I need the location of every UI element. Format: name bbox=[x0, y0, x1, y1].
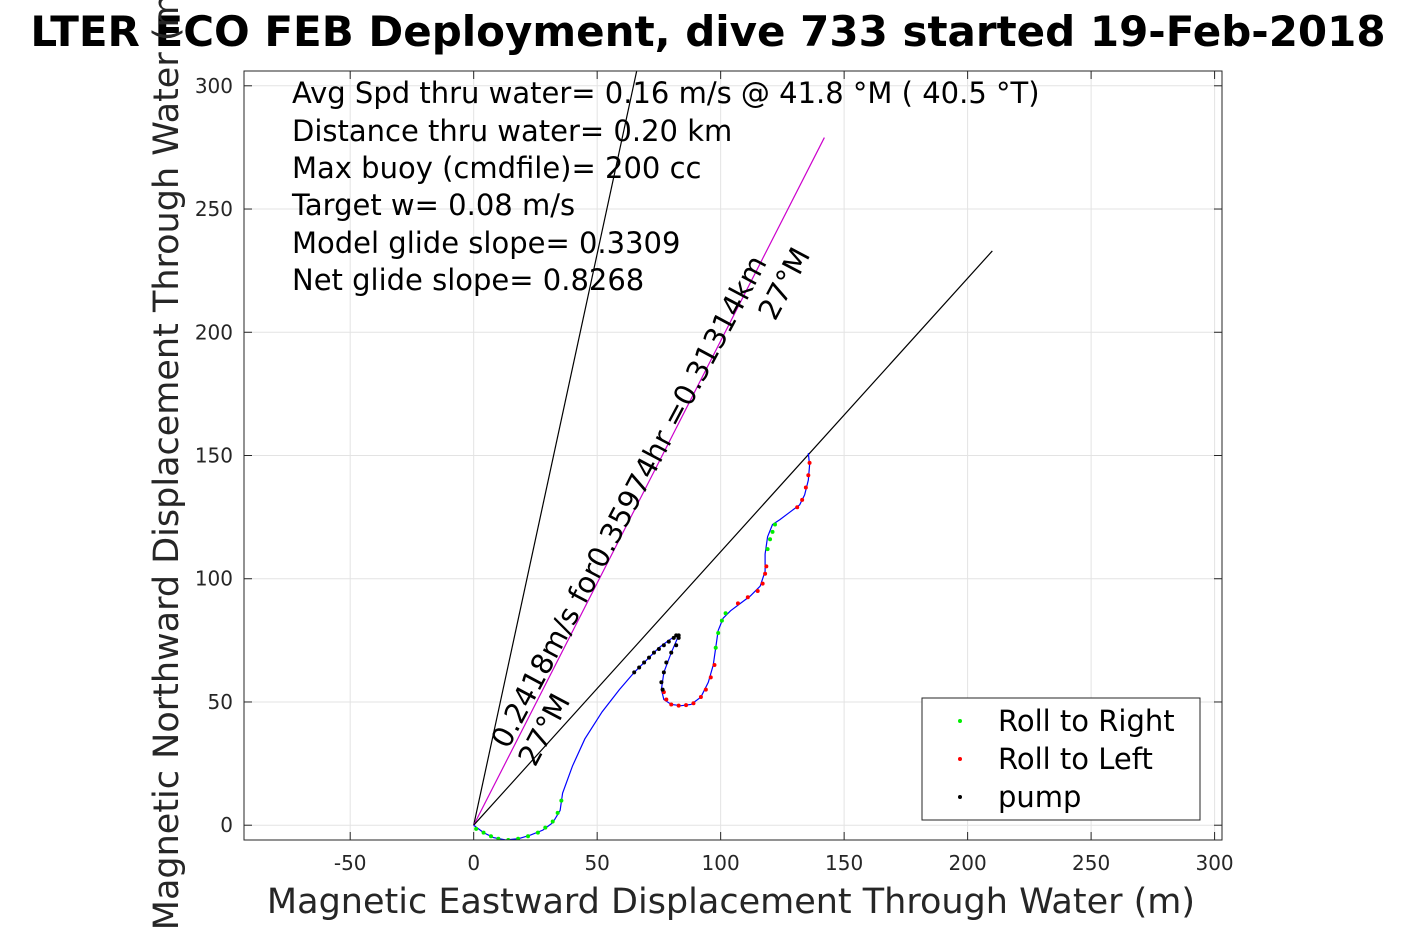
marker-roll-to-left-18 bbox=[803, 485, 808, 490]
marker-pump-2 bbox=[642, 660, 647, 665]
marker-roll-to-right-19 bbox=[772, 522, 777, 527]
marker-roll-to-right-1 bbox=[481, 830, 486, 835]
marker-pump-16 bbox=[659, 680, 664, 685]
marker-roll-to-left-2 bbox=[669, 702, 674, 707]
legend-marker-pump bbox=[958, 795, 962, 799]
marker-roll-to-right-7 bbox=[535, 830, 540, 835]
marker-roll-to-left-15 bbox=[764, 564, 769, 569]
info-line-distance: Distance thru water= 0.20 km bbox=[292, 114, 732, 148]
marker-pump-3 bbox=[647, 655, 652, 660]
y-tick-label-5: 250 bbox=[195, 197, 233, 221]
reference-line-2 bbox=[473, 250, 993, 826]
marker-roll-to-left-16 bbox=[795, 505, 800, 510]
marker-pump-6 bbox=[661, 643, 666, 648]
y-tick-label-0: 0 bbox=[220, 813, 233, 837]
marker-roll-to-right-5 bbox=[516, 836, 521, 840]
marker-roll-to-right-9 bbox=[550, 819, 555, 824]
legend-marker-roll-left bbox=[958, 757, 962, 761]
x-tick-label-0: -50 bbox=[334, 851, 367, 875]
marker-roll-to-right-12 bbox=[713, 645, 718, 650]
info-line-max-buoy: Max buoy (cmdfile)= 200 cc bbox=[292, 151, 701, 185]
marker-pump-15 bbox=[661, 670, 666, 675]
marker-roll-to-right-14 bbox=[719, 618, 724, 623]
x-tick-label-2: 50 bbox=[584, 851, 609, 875]
y-tick-label-1: 50 bbox=[208, 690, 233, 714]
marker-pump-0 bbox=[632, 670, 637, 675]
x-tick-label-3: 100 bbox=[702, 851, 740, 875]
legend-label-roll-right: Roll to Right bbox=[998, 704, 1175, 738]
info-line-target-w: Target w= 0.08 m/s bbox=[291, 188, 575, 222]
marker-roll-to-right-0 bbox=[474, 826, 479, 831]
reference-line-1 bbox=[473, 137, 825, 826]
marker-roll-to-left-17 bbox=[800, 497, 805, 502]
y-tick-label-4: 200 bbox=[195, 320, 233, 344]
legend: Roll to Right Roll to Left pump bbox=[921, 697, 1201, 821]
marker-pump-13 bbox=[669, 650, 674, 655]
marker-roll-to-left-8 bbox=[708, 675, 713, 680]
marker-roll-to-right-3 bbox=[496, 836, 501, 840]
marker-roll-to-left-13 bbox=[760, 581, 765, 586]
reference-lines bbox=[473, 71, 993, 826]
marker-roll-to-right-15 bbox=[723, 611, 728, 616]
marker-roll-to-left-19 bbox=[806, 473, 811, 478]
marker-roll-to-left-10 bbox=[735, 601, 740, 606]
marker-pump-1 bbox=[637, 665, 642, 670]
marker-pump-11 bbox=[676, 635, 681, 640]
legend-label-pump: pump bbox=[998, 780, 1081, 814]
marker-roll-to-left-9 bbox=[712, 663, 717, 668]
marker-roll-to-left-20 bbox=[807, 460, 812, 465]
marker-roll-to-right-18 bbox=[770, 529, 775, 534]
x-tick-label-4: 150 bbox=[825, 851, 863, 875]
x-tick-label-7: 300 bbox=[1195, 851, 1233, 875]
axis-ticks: -50 0 50 100 150 200 250 300 0 50 100 150 200 250 300 bbox=[195, 71, 1234, 875]
legend-box bbox=[921, 697, 1201, 821]
marker-roll-to-right-16 bbox=[765, 547, 770, 552]
x-tick-label-5: 200 bbox=[949, 851, 987, 875]
x-tick-label-1: 0 bbox=[467, 851, 480, 875]
chart-title: LTER ECO FEB Deployment, dive 733 starte… bbox=[30, 7, 1385, 56]
marker-roll-to-right-13 bbox=[716, 630, 721, 635]
legend-marker-roll-right bbox=[958, 719, 962, 723]
marker-roll-to-right-10 bbox=[555, 810, 560, 815]
marker-roll-to-left-5 bbox=[691, 701, 696, 706]
track-markers bbox=[474, 460, 812, 840]
info-text-block: Avg Spd thru water= 0.16 m/s @ 41.8 °M (… bbox=[291, 76, 1040, 297]
x-axis-label: Magnetic Eastward Displacement Through W… bbox=[267, 882, 1195, 922]
info-line-avg-speed: Avg Spd thru water= 0.16 m/s @ 41.8 °M (… bbox=[292, 76, 1040, 110]
y-tick-label-2: 100 bbox=[195, 567, 233, 591]
marker-roll-to-left-4 bbox=[684, 703, 689, 708]
x-tick-label-6: 250 bbox=[1072, 851, 1110, 875]
marker-roll-to-left-6 bbox=[698, 695, 703, 700]
marker-roll-to-left-11 bbox=[745, 595, 750, 600]
info-line-model-glide: Model glide slope= 0.3309 bbox=[292, 226, 680, 260]
marker-roll-to-left-3 bbox=[676, 703, 681, 708]
marker-pump-5 bbox=[656, 646, 661, 651]
y-tick-label-6: 300 bbox=[195, 74, 233, 98]
marker-roll-to-right-6 bbox=[526, 834, 531, 839]
marker-roll-to-left-14 bbox=[763, 571, 768, 576]
marker-pump-14 bbox=[664, 660, 669, 665]
marker-roll-to-right-17 bbox=[768, 537, 773, 542]
y-axis-label: Magnetic Northward Displacement Through … bbox=[147, 0, 187, 930]
legend-label-roll-left: Roll to Left bbox=[998, 742, 1153, 776]
marker-roll-to-left-7 bbox=[703, 687, 708, 692]
marker-pump-4 bbox=[651, 650, 656, 655]
info-line-net-glide: Net glide slope= 0.8268 bbox=[292, 263, 644, 297]
marker-pump-12 bbox=[674, 643, 679, 648]
marker-pump-17 bbox=[660, 687, 665, 692]
marker-roll-to-left-1 bbox=[664, 697, 669, 702]
marker-pump-7 bbox=[666, 639, 671, 644]
reference-line-0 bbox=[473, 71, 638, 826]
marker-roll-to-right-8 bbox=[543, 825, 548, 830]
marker-roll-to-left-12 bbox=[755, 589, 760, 594]
marker-roll-to-right-2 bbox=[488, 834, 493, 839]
y-tick-label-3: 150 bbox=[195, 444, 233, 468]
marker-pump-8 bbox=[671, 635, 676, 640]
marker-roll-to-right-11 bbox=[559, 798, 564, 803]
